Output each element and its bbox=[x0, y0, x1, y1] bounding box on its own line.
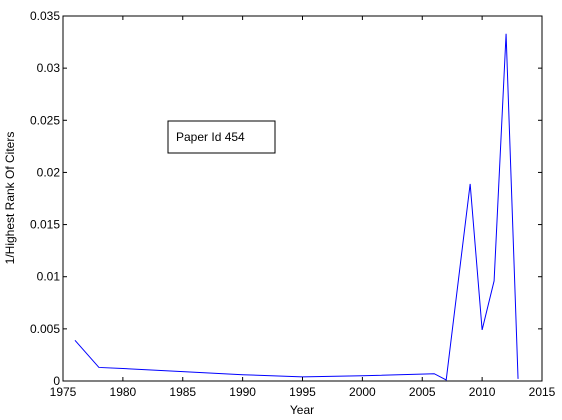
x-tick-label: 1975 bbox=[50, 385, 77, 399]
y-tick-label: 0.035 bbox=[30, 9, 60, 23]
x-tick-label: 1985 bbox=[169, 385, 196, 399]
x-axis-label: Year bbox=[290, 403, 314, 417]
annotation-text: Paper Id 454 bbox=[176, 130, 245, 144]
y-tick-label: 0.01 bbox=[37, 270, 61, 284]
series-layer bbox=[74, 33, 519, 381]
plot-area bbox=[62, 15, 543, 382]
y-tick-label: 0.02 bbox=[37, 165, 61, 179]
y-tick-label: 0.025 bbox=[30, 113, 60, 127]
x-tick-label: 2005 bbox=[409, 385, 436, 399]
annotation-box: Paper Id 454 bbox=[167, 120, 276, 154]
x-tick-label: 1995 bbox=[289, 385, 316, 399]
y-tick-label: 0.03 bbox=[37, 61, 61, 75]
tick-layer: 1975 1980 1985 1990 1995 2000 2005 2010 2015 0 0.0… bbox=[30, 9, 556, 399]
y-tick-label: 0 bbox=[53, 374, 60, 388]
series-line-0 bbox=[74, 33, 519, 381]
y-tick-label: 0.015 bbox=[30, 218, 60, 232]
x-tick-label: 2015 bbox=[529, 385, 556, 399]
x-tick-label: 2000 bbox=[349, 385, 376, 399]
x-tick-label: 1980 bbox=[110, 385, 137, 399]
x-tick-label: 2010 bbox=[469, 385, 496, 399]
annotation-frame bbox=[167, 120, 276, 154]
y-axis-label: 1/Highest Rank Of Citers bbox=[3, 132, 17, 265]
axes-box bbox=[62, 15, 543, 382]
y-tick-label: 0.005 bbox=[30, 322, 60, 336]
x-tick-label: 1990 bbox=[229, 385, 256, 399]
